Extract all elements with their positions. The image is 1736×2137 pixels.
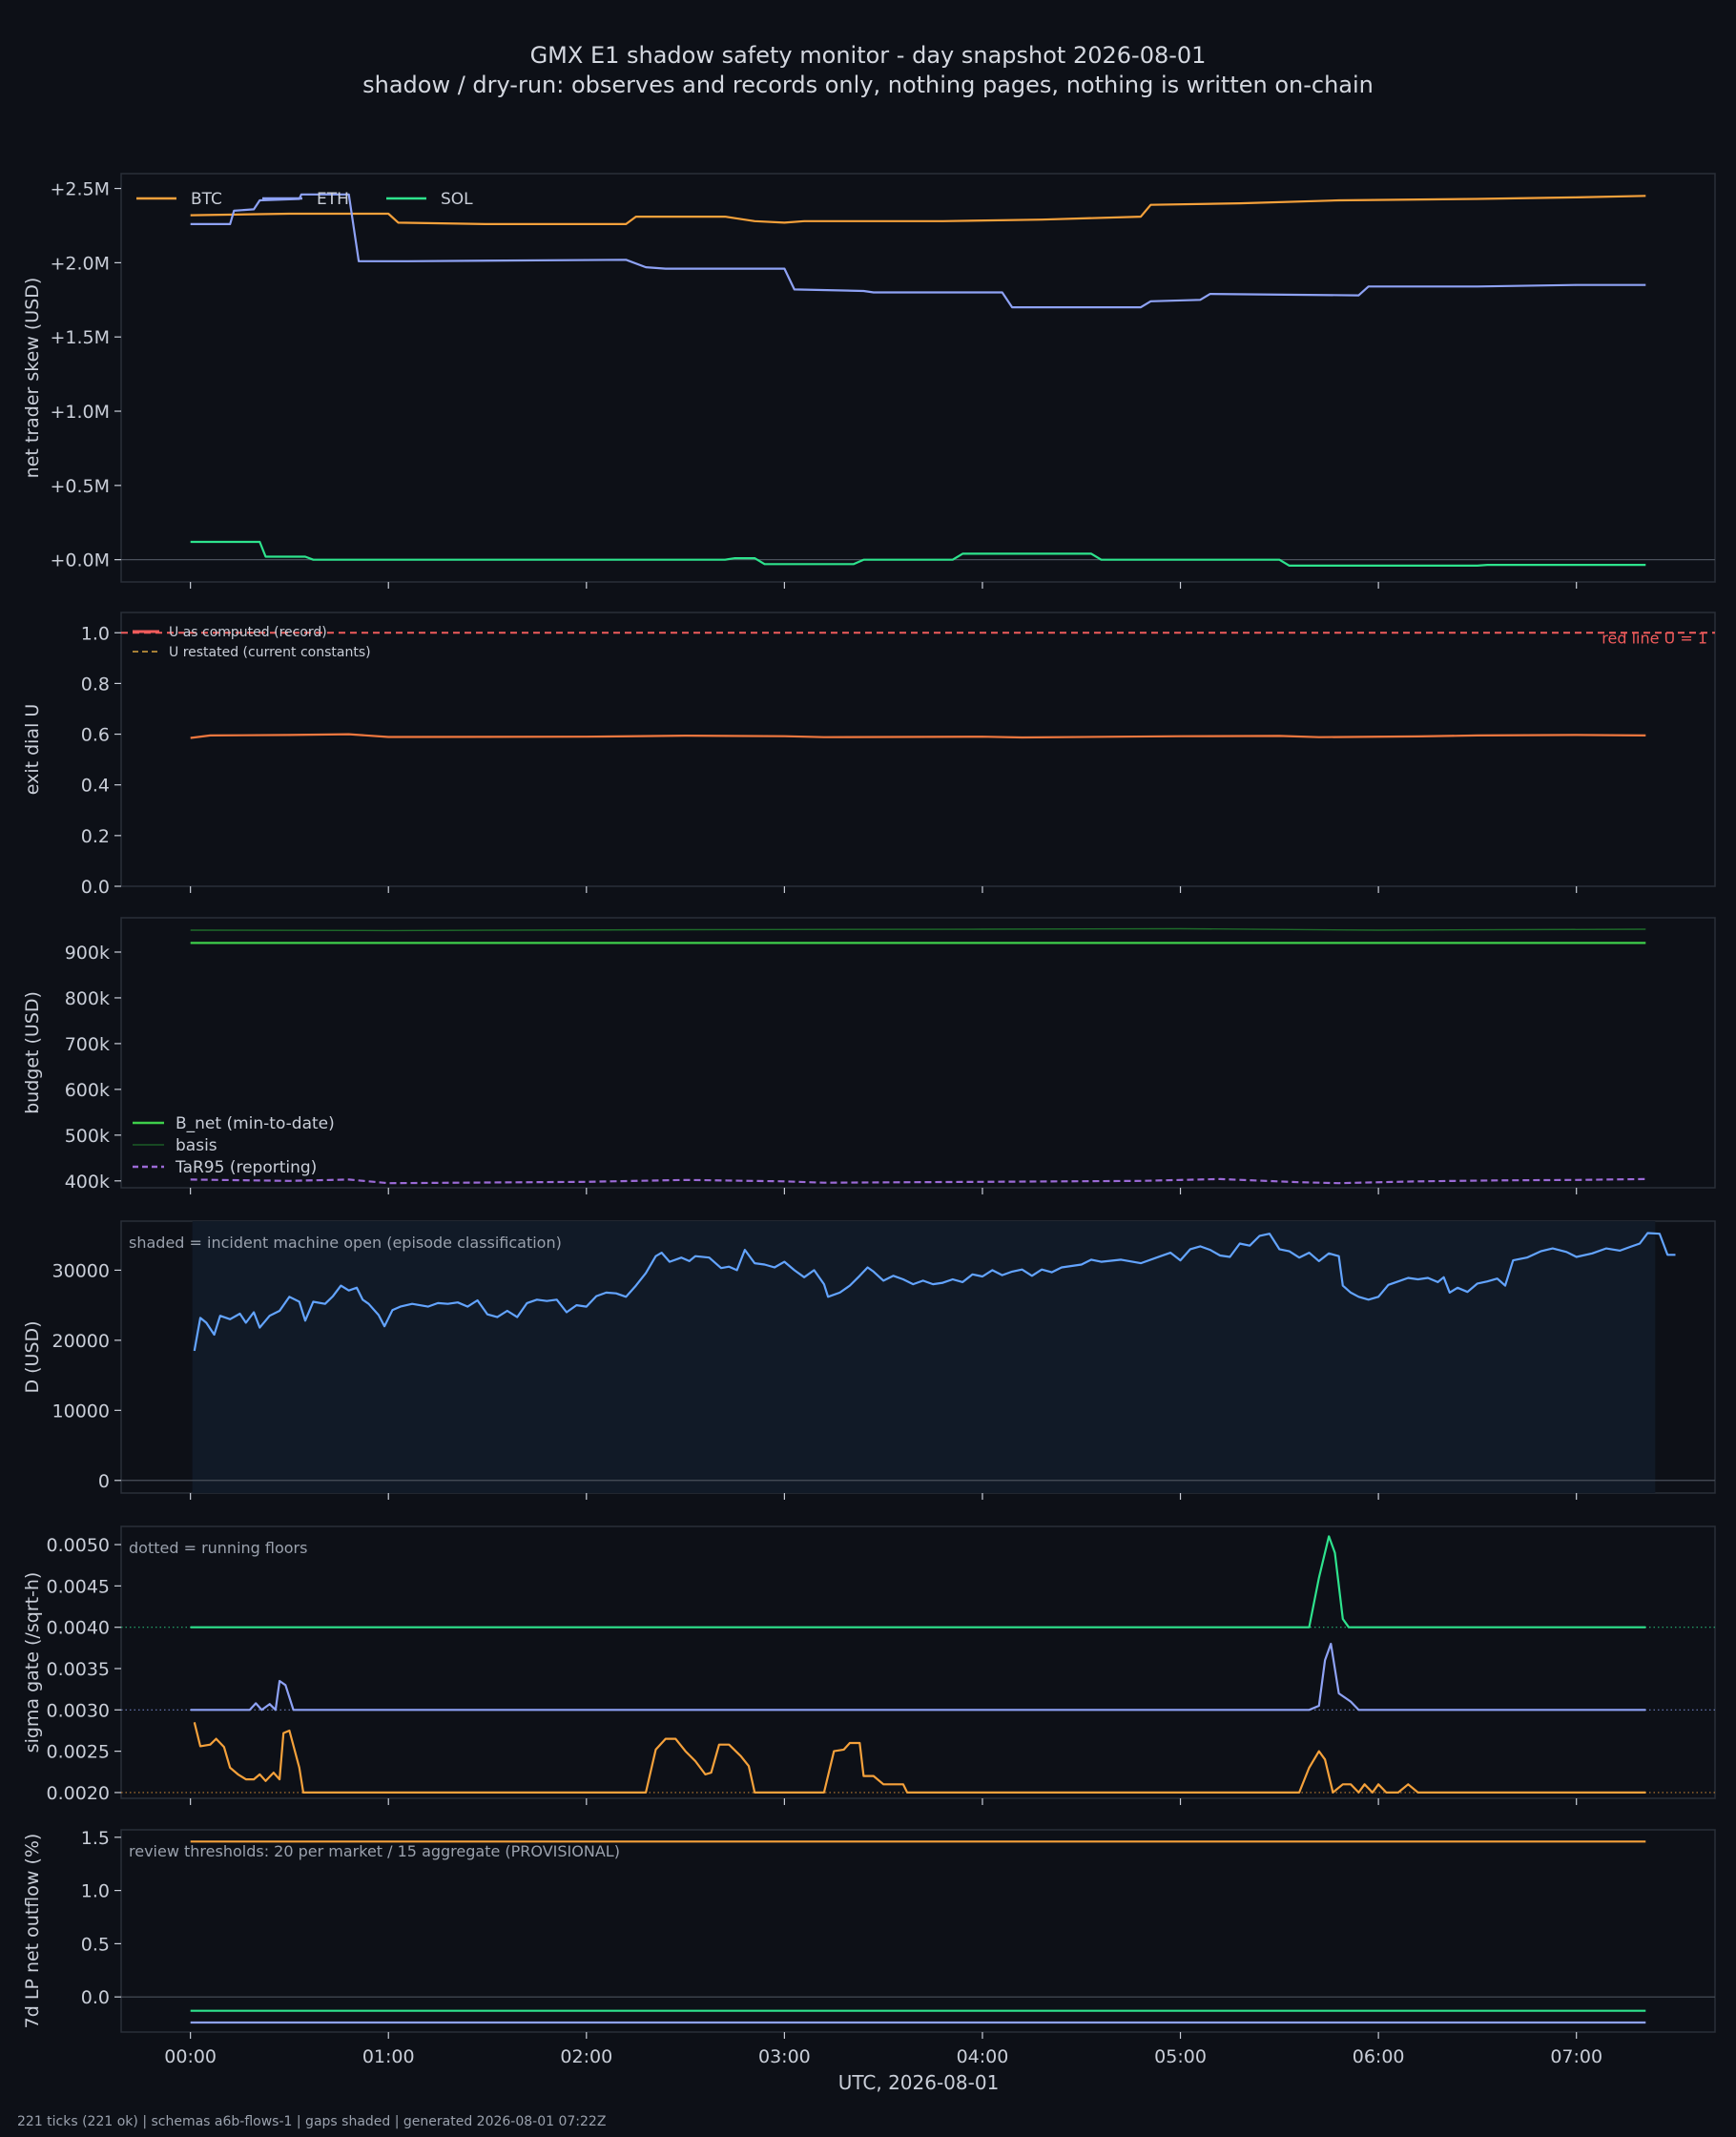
panel-annotation: review thresholds: 20 per market / 15 ag…	[129, 1842, 620, 1860]
legend-label: BTC	[191, 190, 222, 209]
figure-title: GMX E1 shadow safety monitor - day snaps…	[530, 42, 1207, 69]
y-tick-label: 20000	[52, 1331, 110, 1352]
y-tick-label: 0.0045	[47, 1576, 110, 1597]
y-tick-label: 0.2	[81, 826, 110, 847]
y-axis-label: D (USD)	[22, 1320, 43, 1393]
y-axis-label: 7d LP net outflow (%)	[22, 1834, 43, 2029]
legend-label: U as computed (record)	[169, 625, 327, 640]
panel-frame	[120, 173, 1716, 583]
series-line-sol	[190, 1535, 1646, 1629]
x-tick-label: 04:00	[957, 2046, 1009, 2067]
panel-frame	[120, 917, 1716, 1189]
series-line-d	[193, 1232, 1676, 1352]
y-tick-label: 0.0035	[47, 1659, 110, 1680]
y-tick-label: +0.0M	[50, 550, 110, 571]
series-line-eth	[190, 1642, 1646, 1712]
y-tick-label: 0.0	[81, 1987, 110, 2008]
y-tick-label: 0.0050	[47, 1535, 110, 1556]
legend-label: ETH	[317, 190, 349, 209]
y-tick-label: 900k	[65, 943, 110, 964]
legend-label: SOL	[441, 190, 473, 209]
figure-subtitle: shadow / dry-run: observes and records o…	[362, 72, 1374, 98]
y-tick-label: 0.8	[81, 674, 110, 695]
y-tick-label: 30000	[52, 1260, 110, 1281]
panel-annotation: dotted = running floors	[129, 1539, 307, 1557]
series-group	[190, 1535, 1646, 1794]
x-tick-label: 06:00	[1353, 2046, 1405, 2067]
y-tick-label: +1.0M	[50, 402, 110, 423]
panels: +0.0M +0.5M +1.0M +1.5M +2.0M +2.5M net trader…	[22, 173, 1716, 2067]
panel-d-usd: 0 10000 20000 30000 D (USD) shaded = incident…	[22, 1220, 1716, 1500]
series-line-btc	[193, 1722, 1646, 1794]
y-tick-label: 0.0040	[47, 1618, 110, 1639]
y-tick-label: +1.5M	[50, 327, 110, 348]
legend-label: TaR95 (reporting)	[175, 1158, 317, 1177]
y-tick-label: 0.0030	[47, 1700, 110, 1721]
y-tick-label: 400k	[65, 1172, 110, 1193]
panel-frame	[120, 1829, 1716, 2033]
panel-frame	[120, 612, 1716, 887]
panel-budget: 400k 500k 600k 700k 800k 900k budget (USD) B_ne…	[22, 917, 1716, 1194]
y-axis-label: budget (USD)	[22, 991, 43, 1114]
y-tick-label: 700k	[65, 1034, 110, 1055]
legend-label: U restated (current constants)	[169, 645, 371, 660]
y-tick-label: 0.0025	[47, 1742, 110, 1763]
series-line-basis	[190, 927, 1646, 932]
panel-lp-outflow: 0.0 0.5 1.0 1.5 7d LP net outflow (%) review …	[22, 1828, 1716, 2067]
panel-annotation: shaded = incident machine open (episode …	[129, 1234, 562, 1252]
legend-label: B_net (min-to-date)	[176, 1114, 335, 1133]
series-line-sol	[190, 540, 1646, 567]
y-tick-label: 600k	[65, 1080, 110, 1101]
x-tick-label: 07:00	[1550, 2046, 1602, 2067]
series-group	[190, 927, 1646, 1185]
series-group	[190, 1840, 1646, 2024]
y-axis-label: net trader skew (USD)	[22, 278, 43, 479]
series-line-btc	[190, 195, 1646, 225]
series-line-tar95-reporting	[190, 1177, 1646, 1185]
y-tick-label: 0.5	[81, 1934, 110, 1955]
x-tick-label: 01:00	[362, 2046, 415, 2067]
series-group	[193, 1232, 1676, 1352]
series-line-u-as-computed-record	[190, 733, 1646, 739]
y-tick-label: 500k	[65, 1126, 110, 1147]
panel-sigma-gate: 0.0020 0.0025 0.0030 0.0035 0.0040 0.0045 0.00…	[22, 1525, 1716, 1805]
y-axis-label: exit dial U	[22, 704, 43, 796]
y-tick-label: 0	[98, 1471, 110, 1492]
red-line-label: red line U = 1	[1602, 629, 1707, 647]
x-tick-label: 03:00	[758, 2046, 811, 2067]
y-tick-label: +2.5M	[50, 179, 110, 200]
x-tick-label: 05:00	[1154, 2046, 1207, 2067]
y-axis-label: sigma gate (/sqrt-h)	[22, 1572, 43, 1753]
y-tick-label: 0.0	[81, 877, 110, 898]
y-tick-label: 1.0	[81, 1881, 110, 1902]
y-tick-label: 10000	[52, 1400, 110, 1421]
y-tick-label: 0.0020	[47, 1783, 110, 1804]
panel-frame	[120, 1525, 1716, 1799]
footer-status: 221 ticks (221 ok) | schemas a6b-flows-1…	[17, 2114, 606, 2129]
y-tick-label: +0.5M	[50, 476, 110, 497]
legend-label: basis	[176, 1136, 217, 1155]
y-tick-label: 800k	[65, 988, 110, 1009]
panel-exit-dial: 0.0 0.2 0.4 0.6 0.8 1.0 exit dial U red line U …	[22, 612, 1716, 898]
y-tick-label: 1.5	[81, 1828, 110, 1849]
x-tick-label: 00:00	[164, 2046, 217, 2067]
x-tick-label: 02:00	[560, 2046, 612, 2067]
y-tick-label: 0.4	[81, 776, 110, 797]
y-tick-label: +2.0M	[50, 253, 110, 274]
incident-shade	[192, 1221, 1656, 1493]
y-tick-label: 1.0	[81, 623, 110, 644]
panel-skew: +0.0M +0.5M +1.0M +1.5M +2.0M +2.5M net trader…	[22, 173, 1716, 589]
y-tick-label: 0.6	[81, 725, 110, 746]
x-axis-label: UTC, 2026-08-01	[838, 2071, 1000, 2094]
series-group	[190, 733, 1646, 739]
